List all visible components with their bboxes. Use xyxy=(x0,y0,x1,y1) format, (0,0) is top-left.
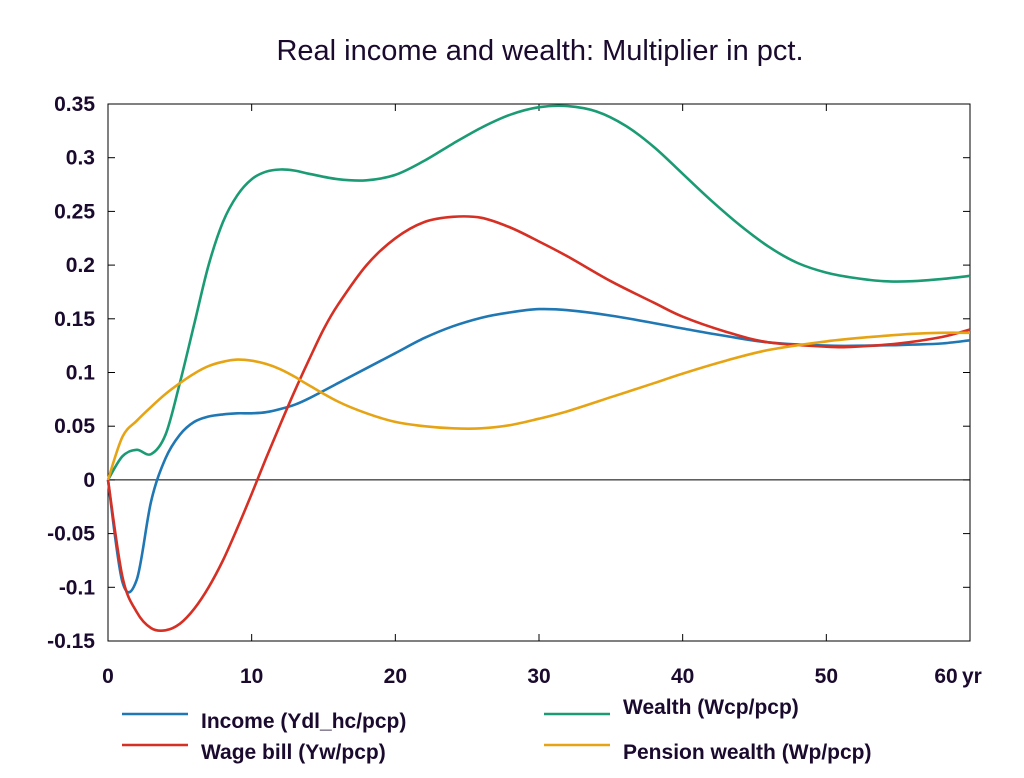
legend-label-3: Wage bill (Yw/pcp) xyxy=(201,741,386,764)
series-line-1 xyxy=(106,307,971,594)
y-tick-label: -0.15 xyxy=(47,630,95,653)
plot-frame xyxy=(107,103,971,642)
y-tick-label: -0.05 xyxy=(47,523,95,546)
y-tick-label: 0.1 xyxy=(66,362,96,385)
x-unit-label: yr xyxy=(962,665,982,688)
x-tick-label: 50 xyxy=(815,665,838,688)
legend-label-1: Income (Ydl_hc/pcp) xyxy=(201,710,406,733)
chart-title: Real income and wealth: Multiplier in pc… xyxy=(276,35,803,67)
y-tick-label: 0.35 xyxy=(54,93,95,116)
legend-label-2: Wealth (Wcp/pcp) xyxy=(623,696,799,719)
series-line-3 xyxy=(106,215,971,633)
y-tick-label: 0.3 xyxy=(66,147,95,170)
y-tick-label: 0.15 xyxy=(54,308,95,331)
plot-area: -0.15 -0.1 -0.05 0 0.05 0.1 0.15 0.2 0.25 0.3 0.35… xyxy=(47,93,982,688)
y-tick-label: 0.25 xyxy=(54,200,95,223)
x-tick-label: 30 xyxy=(527,665,550,688)
y-tick-label: 0.2 xyxy=(66,254,95,277)
x-tick-label: 40 xyxy=(671,665,694,688)
y-tick-label: 0 xyxy=(83,469,95,492)
series-line-4 xyxy=(106,331,971,481)
x-tick-label: 60 xyxy=(934,665,957,688)
x-tick-label: 10 xyxy=(240,665,263,688)
series-layer xyxy=(106,104,971,633)
x-tick-label: 20 xyxy=(384,665,407,688)
y-tick-label: -0.1 xyxy=(59,576,96,599)
legend: Income (Ydl_hc/pcp) Wealth (Wcp/pcp) Wage … xyxy=(122,696,872,764)
series-line-2 xyxy=(106,104,971,481)
legend-label-4: Pension wealth (Wp/pcp) xyxy=(623,741,872,764)
y-tick-label: 0.05 xyxy=(54,415,95,438)
x-tick-label: 0 xyxy=(102,665,114,688)
